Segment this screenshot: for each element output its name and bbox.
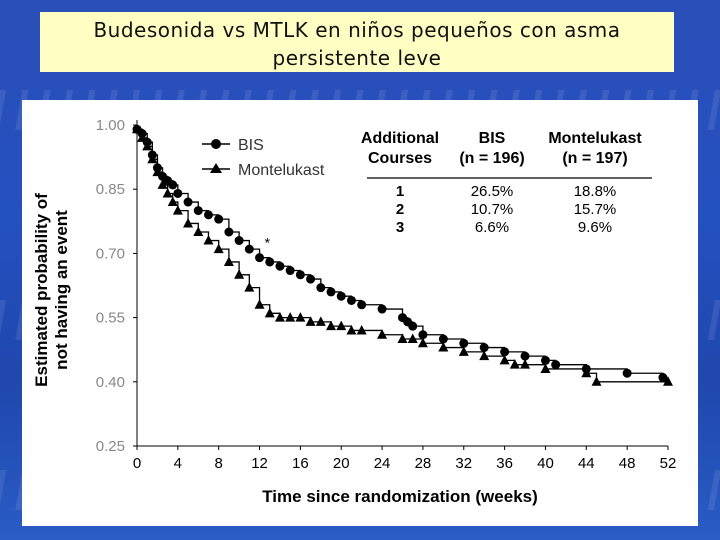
data-point-montelukast <box>357 325 367 335</box>
slide-title-line2: persistente leve <box>40 44 674 72</box>
data-point-bis <box>168 180 177 189</box>
table-cell: 1 <box>396 183 404 200</box>
data-point-bis <box>265 257 274 266</box>
data-point-montelukast <box>214 244 224 254</box>
data-point-bis <box>623 369 632 378</box>
chart-panel: Estimated probability of not having an e… <box>22 100 698 526</box>
data-point-bis <box>184 198 193 207</box>
x-tick-label: 40 <box>537 455 554 472</box>
data-point-montelukast <box>193 227 203 237</box>
data-point-montelukast <box>408 334 418 344</box>
legend-label-montelukast: Montelukast <box>238 162 325 179</box>
y-tick-label: 1.00 <box>96 117 125 134</box>
data-point-bis <box>357 300 366 309</box>
table-cell: 26.5% <box>471 183 514 200</box>
table-header-cell: BIS <box>479 130 506 147</box>
data-point-montelukast <box>255 299 265 309</box>
data-point-bis <box>337 292 346 301</box>
data-point-montelukast <box>224 256 234 266</box>
data-point-montelukast <box>183 218 193 228</box>
x-axis-label: Time since randomization (weeks) <box>262 487 538 506</box>
data-point-bis <box>255 253 264 262</box>
y-axis-label-line1: Estimated probability of <box>32 193 51 387</box>
data-point-bis <box>235 236 244 245</box>
y-tick-label: 0.25 <box>96 438 125 455</box>
x-tick-label: 12 <box>251 455 268 472</box>
data-point-bis <box>306 275 315 284</box>
table-header-cell: Courses <box>368 150 432 167</box>
data-point-bis <box>551 360 560 369</box>
axes: 0 4 8 12 16 20 24 28 32 36 40 44 48 521.000.850.700.5… <box>96 117 677 472</box>
data-point-bis <box>378 305 387 314</box>
x-tick-label: 20 <box>333 455 350 472</box>
data-point-bis <box>347 296 356 305</box>
table-header-cell: (n = 197) <box>562 150 627 167</box>
data-point-montelukast <box>173 205 183 215</box>
x-tick-label: 4 <box>174 455 182 472</box>
data-point-bis <box>275 262 284 271</box>
table-cell: 9.6% <box>578 219 612 236</box>
table-cell: 3 <box>396 219 404 236</box>
data-point-bis <box>194 206 203 215</box>
data-point-bis <box>245 245 254 254</box>
data-point-bis <box>296 270 305 279</box>
data-point-bis <box>204 210 213 219</box>
data-point-bis <box>286 266 295 275</box>
y-tick-label: 0.40 <box>96 374 125 391</box>
table-cell: 10.7% <box>471 201 514 218</box>
y-tick-label: 0.85 <box>96 181 125 198</box>
y-tick-label: 0.55 <box>96 310 125 327</box>
significance-asterisk: * <box>265 234 271 250</box>
slide-title-line1: Budesonida vs MTLK en niños pequeños con… <box>40 16 674 44</box>
x-tick-label: 32 <box>455 455 472 472</box>
y-axis-label-line2: not having an event <box>52 210 71 370</box>
table-header-cell: Montelukast <box>548 130 642 147</box>
table-header-cell: (n = 196) <box>459 150 524 167</box>
x-tick-label: 0 <box>133 455 141 472</box>
survival-chart: Estimated probability of not having an e… <box>22 100 698 526</box>
data-point-montelukast <box>592 376 602 386</box>
data-point-montelukast <box>295 312 305 322</box>
table-cell: 15.7% <box>574 201 617 218</box>
x-tick-label: 16 <box>292 455 309 472</box>
legend-marker-montelukast <box>210 163 222 173</box>
data-point-montelukast <box>203 235 213 245</box>
data-point-montelukast <box>265 308 275 318</box>
x-tick-label: 52 <box>660 455 677 472</box>
data-point-montelukast <box>244 282 254 292</box>
data-point-montelukast <box>163 188 173 198</box>
table-cell: 18.8% <box>574 183 617 200</box>
x-tick-label: 8 <box>215 455 223 472</box>
y-axis-label: Estimated probability of not having an e… <box>32 193 71 387</box>
legend-label-bis: BIS <box>238 137 264 154</box>
x-tick-label: 28 <box>415 455 432 472</box>
data-point-montelukast <box>316 316 326 326</box>
data-point-bis <box>327 287 336 296</box>
slide-title: Budesonida vs MTLK en niños pequeños con… <box>40 12 674 72</box>
x-tick-label: 36 <box>496 455 513 472</box>
data-point-bis <box>173 189 182 198</box>
data-point-bis <box>408 322 417 331</box>
table-header-cell: Additional <box>361 130 439 147</box>
y-tick-label: 0.70 <box>96 245 125 262</box>
data-point-montelukast <box>168 197 178 207</box>
table-cell: 2 <box>396 201 404 218</box>
data-point-bis <box>214 215 223 224</box>
data-point-montelukast <box>285 312 295 322</box>
legend-marker-bis <box>211 139 221 149</box>
data-point-montelukast <box>234 269 244 279</box>
data-point-montelukast <box>520 359 530 369</box>
x-tick-label: 44 <box>578 455 595 472</box>
data-point-bis <box>316 283 325 292</box>
additional-courses-table: Additional Courses BIS (n = 196) Montelukast… <box>361 130 652 236</box>
data-point-montelukast <box>336 321 346 331</box>
data-point-bis <box>224 228 233 237</box>
table-cell: 6.6% <box>475 219 509 236</box>
legend: BIS Montelukast <box>202 137 325 179</box>
x-tick-label: 48 <box>619 455 636 472</box>
x-tick-label: 24 <box>374 455 391 472</box>
